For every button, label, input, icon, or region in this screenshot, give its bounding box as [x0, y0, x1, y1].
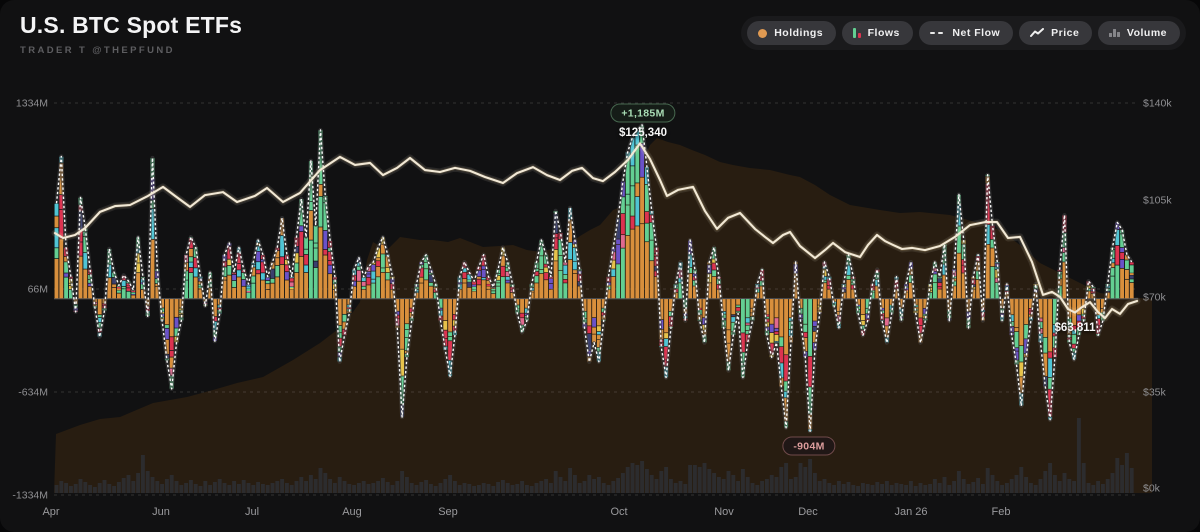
netflow-dash-icon: [929, 32, 946, 34]
legend-toggle-holdings[interactable]: Holdings: [747, 21, 837, 45]
volume-bars-layer: [54, 418, 1134, 493]
y-axis-right-label: $35k: [1143, 387, 1167, 399]
legend-toggle-netflow[interactable]: Net Flow: [918, 21, 1014, 45]
y-axis-right-label: $0k: [1143, 483, 1161, 495]
peak-price-label: $125,340: [619, 127, 667, 139]
grid-and-axes: 1334M 66M -634M -1334M $140k $105k $70k $35k $0k…: [12, 98, 1172, 519]
price-line-icon: [1030, 28, 1045, 38]
legend-label: Holdings: [774, 27, 824, 39]
volume-bars-icon: [1109, 29, 1120, 37]
x-axis-label: Jun: [152, 506, 170, 518]
y-axis-right-label: $70k: [1143, 292, 1167, 304]
x-axis-label: Aug: [342, 506, 362, 518]
legend-toolbar: Holdings Flows Net Flow Price Volume: [741, 16, 1186, 50]
last-price-label: $63,811: [1054, 322, 1096, 334]
legend-label: Flows: [867, 27, 900, 39]
x-axis-label: Oct: [610, 506, 627, 518]
x-axis-label: Nov: [714, 506, 734, 518]
max-netflow-badge: +1,185M: [610, 103, 676, 123]
legend-label: Price: [1051, 27, 1080, 39]
x-axis-label: Apr: [42, 506, 59, 518]
legend-toggle-volume[interactable]: Volume: [1098, 21, 1180, 45]
header: U.S. BTC Spot ETFs TRADER T @THEPFUND: [20, 12, 242, 56]
legend-toggle-flows[interactable]: Flows: [842, 21, 913, 45]
flows-bars-icon: [853, 28, 861, 38]
page-subtitle: TRADER T @THEPFUND: [20, 45, 175, 56]
holdings-dot-icon: [758, 28, 768, 38]
min-netflow-badge: -904M: [782, 436, 836, 456]
net-flow-line: [54, 122, 1134, 434]
x-axis-label: Jul: [245, 506, 259, 518]
price-line: [51, 139, 1141, 322]
y-axis-left-label: -1334M: [12, 490, 48, 502]
page-title: U.S. BTC Spot ETFs: [20, 12, 243, 38]
y-axis-left-label: 1334M: [16, 98, 48, 110]
y-axis-right-label: $105k: [1143, 195, 1172, 207]
x-axis-label: Sep: [438, 506, 458, 518]
y-axis-left-label: 66M: [28, 284, 48, 296]
y-axis-right-label: $140k: [1143, 98, 1172, 110]
x-axis-label: Jan 26: [894, 506, 927, 518]
legend-toggle-price[interactable]: Price: [1019, 21, 1093, 45]
x-axis-label: Feb: [992, 506, 1011, 518]
x-axis-label: Dec: [798, 506, 818, 518]
legend-label: Net Flow: [952, 27, 1001, 39]
legend-label: Volume: [1126, 27, 1167, 39]
y-axis-left-label: -634M: [18, 387, 48, 399]
